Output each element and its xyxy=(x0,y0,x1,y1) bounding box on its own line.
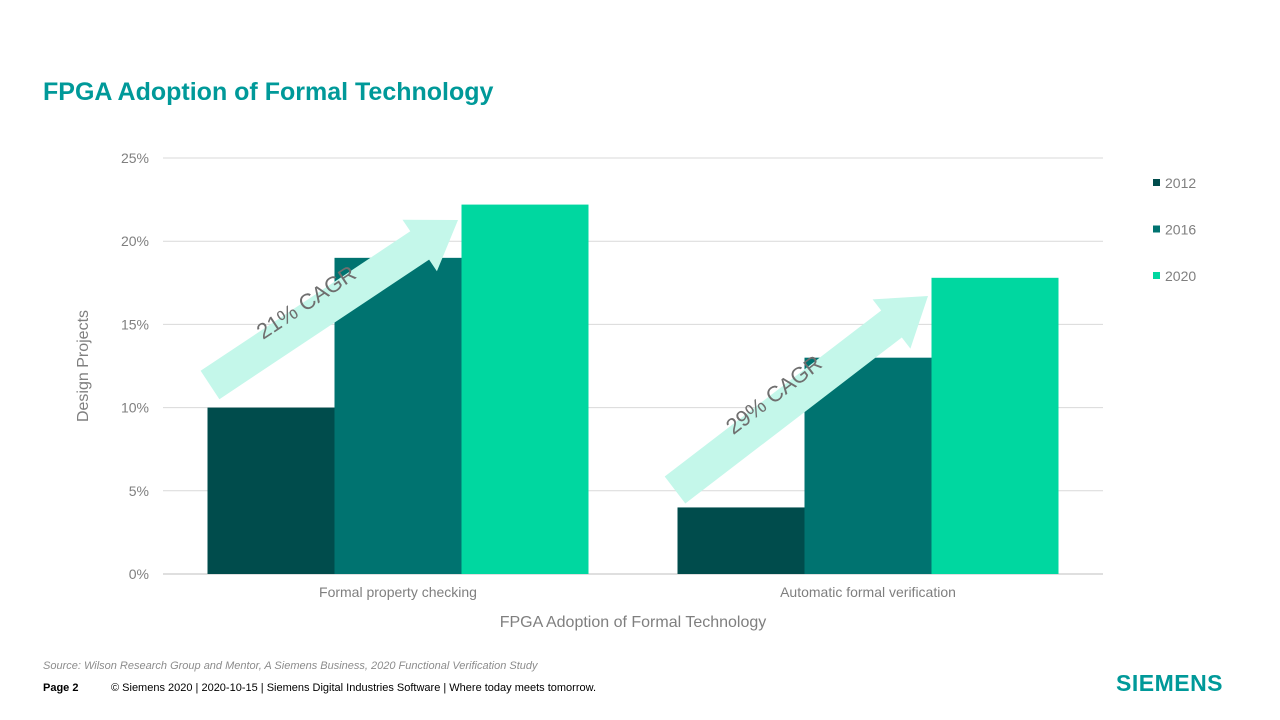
x-axis-title: FPGA Adoption of Formal Technology xyxy=(500,614,767,631)
legend-swatch-2016 xyxy=(1153,225,1160,233)
bar-2012-2 xyxy=(677,507,805,574)
y-tick-label: 20% xyxy=(121,233,149,249)
page-number: Page 2 xyxy=(43,682,79,694)
legend-label-2012: 2012 xyxy=(1165,175,1196,191)
bar-2020-2 xyxy=(931,277,1059,574)
y-tick-label: 5% xyxy=(129,483,149,499)
y-tick-label: 25% xyxy=(121,150,149,166)
y-tick-label: 0% xyxy=(129,566,149,582)
cagr-annotation-2-arrow xyxy=(664,296,928,504)
legend-swatch-2012 xyxy=(1153,179,1160,186)
siemens-logo: SIEMENS xyxy=(1116,670,1224,696)
legend-label-2020: 2020 xyxy=(1165,268,1196,284)
bar-2016-1 xyxy=(334,257,462,574)
bar-2012-1 xyxy=(207,407,335,574)
y-tick-label: 15% xyxy=(121,316,149,332)
cagr-annotation-1-arrow xyxy=(200,219,458,400)
x-tick-label: Automatic formal verification xyxy=(780,584,956,600)
legend-swatch-2020 xyxy=(1153,272,1160,279)
legend-label-2016: 2016 xyxy=(1165,222,1196,238)
source-note: Source: Wilson Research Group and Mentor… xyxy=(43,660,538,672)
footer: Page 2 © Siemens 2020 | 2020-10-15 | Siem… xyxy=(43,682,596,694)
slide-title: FPGA Adoption of Formal Technology xyxy=(43,78,494,106)
footer-text: © Siemens 2020 | 2020-10-15 | Siemens Di… xyxy=(111,682,597,694)
bar-2020-1 xyxy=(461,204,589,575)
y-tick-label: 10% xyxy=(121,400,149,416)
x-tick-label: Formal property checking xyxy=(319,584,477,600)
y-axis-title: Design Projects xyxy=(75,310,92,422)
